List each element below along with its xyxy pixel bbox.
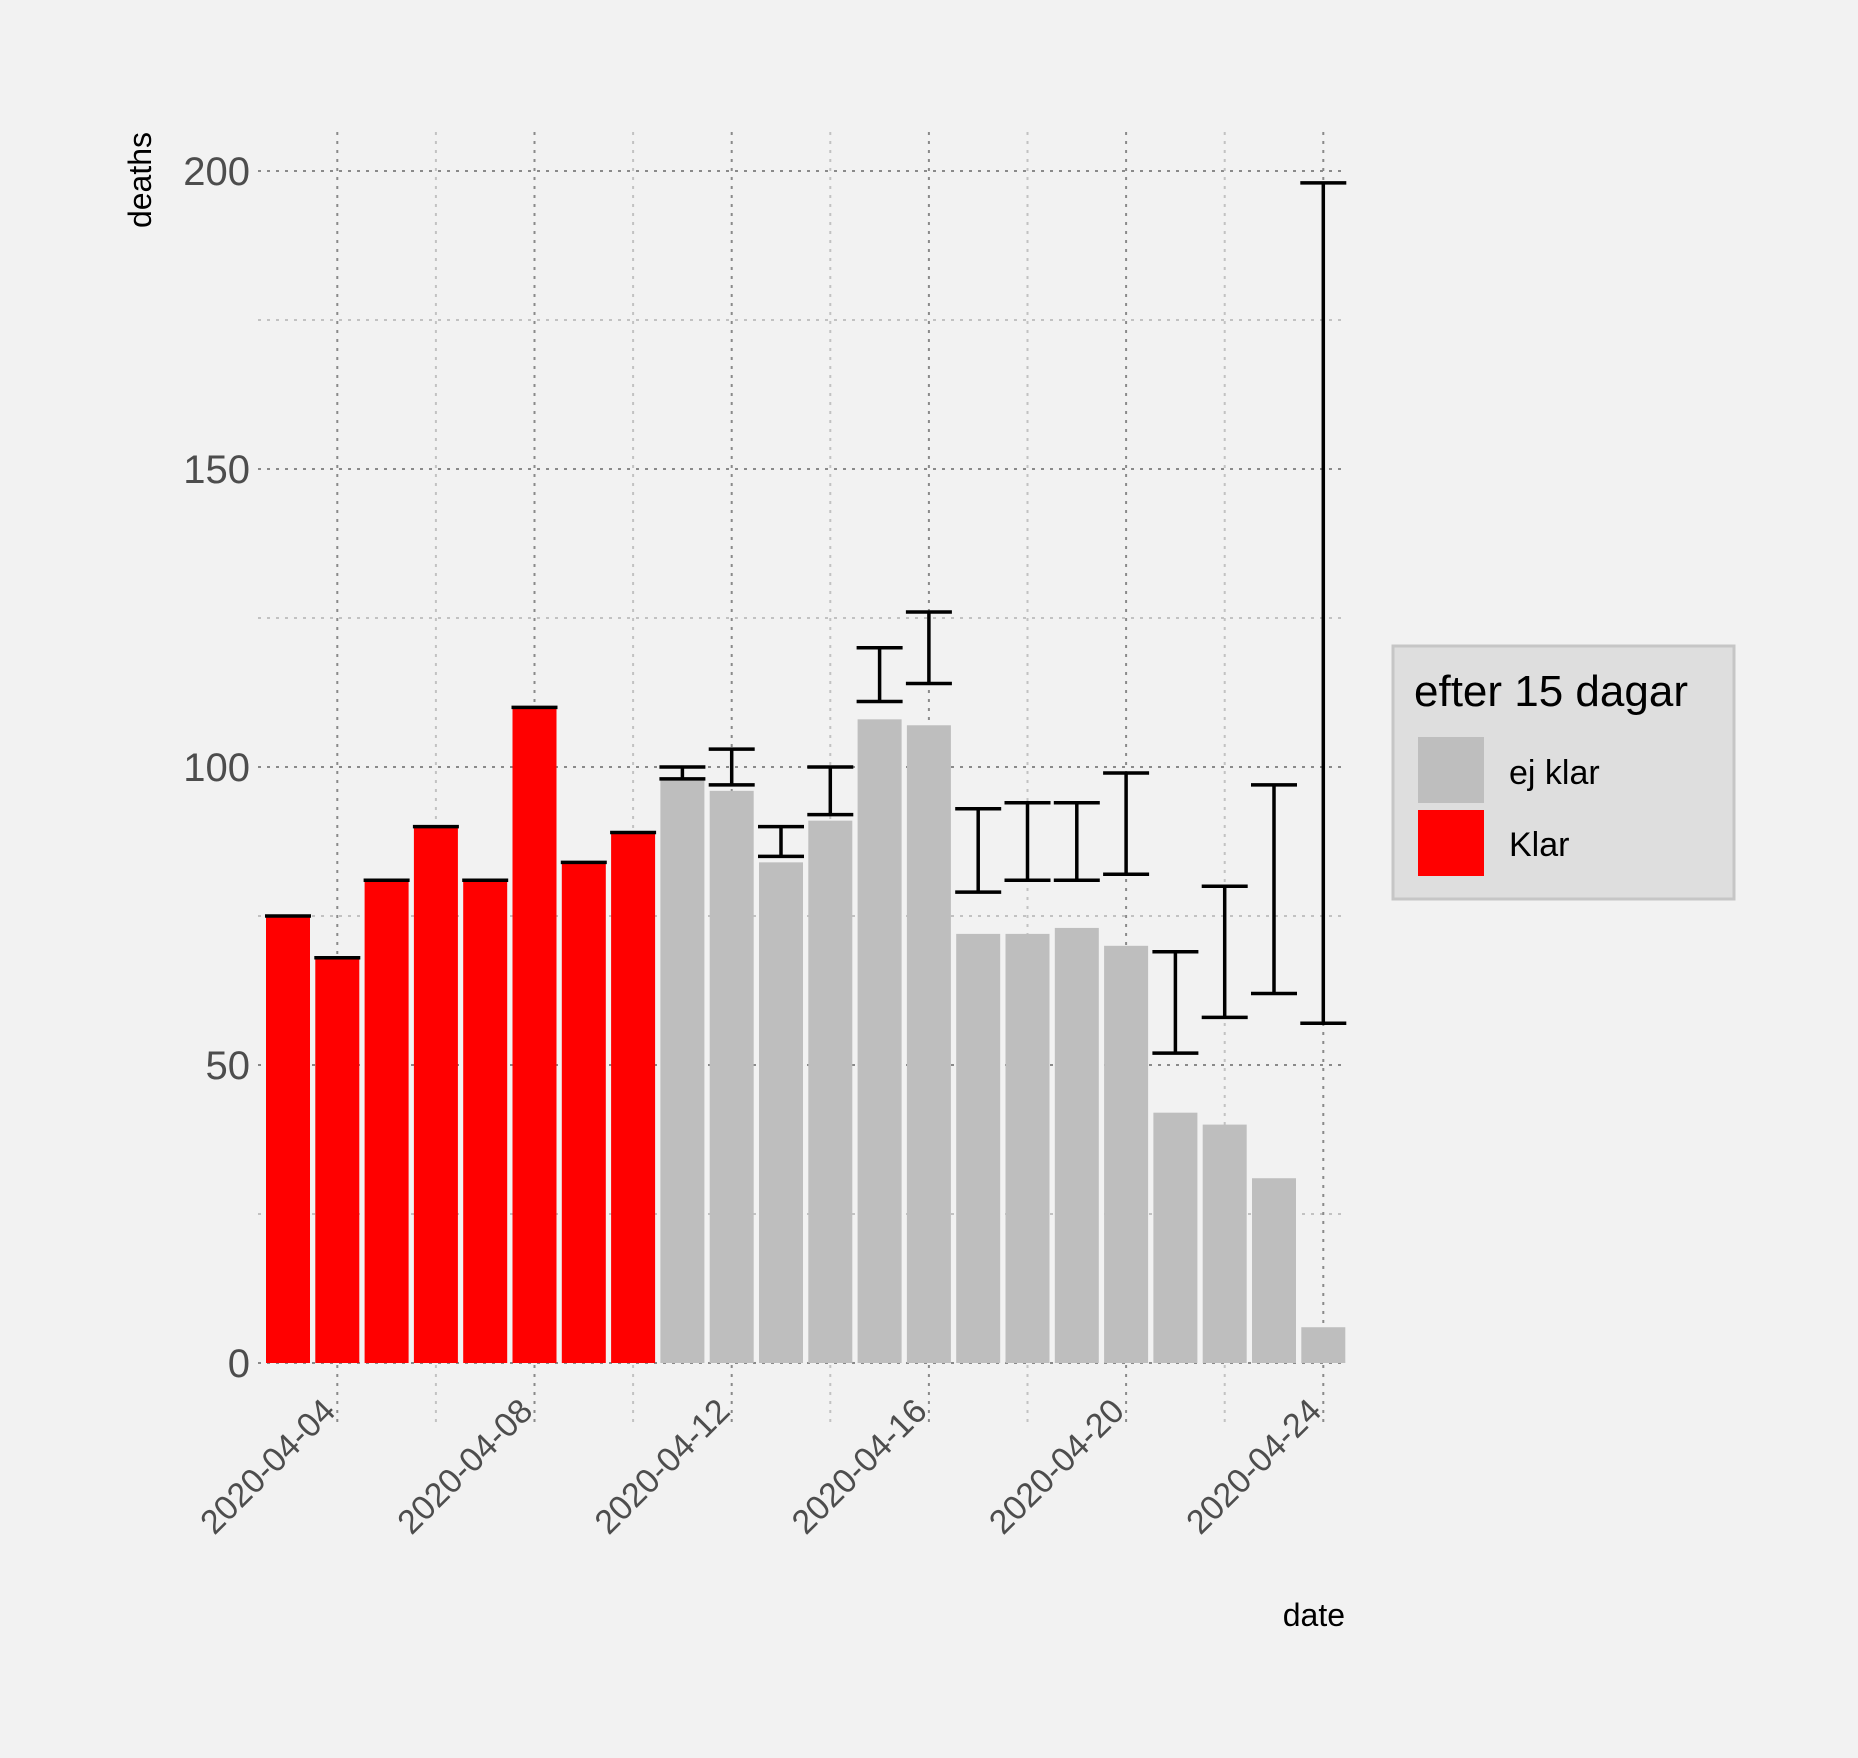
bar-2020-04-16 [906, 725, 951, 1363]
bar-2020-04-24 [1301, 1327, 1346, 1363]
y-tick-label: 50 [206, 1044, 251, 1088]
legend: efter 15 dagar ej klar Klar [1391, 644, 1736, 901]
error-bars [265, 181, 1347, 1055]
bar-2020-04-12 [709, 790, 754, 1363]
legend-swatch-ej-klar [1418, 737, 1484, 803]
bar-2020-04-13 [759, 862, 803, 1363]
y-axis-title: deaths [122, 132, 158, 228]
bar-2020-04-10 [611, 832, 656, 1363]
bar-2020-04-07 [463, 880, 508, 1363]
bar-2020-04-15 [857, 719, 902, 1363]
y-tick-label: 150 [183, 448, 250, 492]
x-tick-label: 2020-04-08 [390, 1392, 540, 1542]
error-bar-2020-04-14 [807, 765, 854, 817]
x-tick-label: 2020-04-24 [1179, 1392, 1329, 1542]
bar-2020-04-06 [413, 826, 458, 1363]
x-tick-label: 2020-04-16 [785, 1392, 935, 1542]
bars [266, 707, 1346, 1363]
y-tick-label: 100 [183, 746, 250, 790]
y-axis-ticks: 0 50 100 150 200 [183, 150, 250, 1386]
error-bar-2020-04-15 [856, 646, 903, 704]
error-bar-2020-04-18 [1004, 801, 1051, 882]
bar-2020-04-19 [1054, 927, 1099, 1363]
error-bar-2020-04-17 [955, 806, 1002, 894]
bar-2020-04-21 [1153, 1112, 1198, 1363]
error-bar-2020-04-24 [1300, 181, 1347, 1026]
bar-2020-04-05 [364, 880, 409, 1363]
y-tick-label: 200 [183, 150, 250, 194]
error-bar-2020-04-20 [1103, 771, 1150, 877]
x-axis-ticks: 2020-04-04 2020-04-08 2020-04-12 2020-04-16… [193, 1392, 1329, 1542]
bar-2020-04-23 [1252, 1178, 1296, 1363]
error-bar-2020-04-12 [708, 747, 755, 787]
bar-2020-04-14 [808, 820, 853, 1363]
bar-2020-04-03 [266, 916, 310, 1363]
error-bar-2020-04-16 [905, 610, 952, 686]
y-tick-label: 0 [228, 1342, 250, 1386]
bar-2020-04-04 [315, 957, 360, 1363]
bar-2020-04-09 [561, 862, 606, 1363]
legend-title: efter 15 dagar [1414, 667, 1688, 716]
bar-2020-04-22 [1202, 1124, 1247, 1363]
bar-2020-04-18 [1005, 933, 1050, 1363]
x-tick-label: 2020-04-12 [588, 1392, 738, 1542]
x-tick-label: 2020-04-04 [193, 1392, 343, 1542]
error-bar-2020-04-22 [1201, 884, 1248, 1020]
bar-2020-04-08 [512, 707, 557, 1363]
bar-2020-04-11 [660, 778, 705, 1363]
legend-label-klar: Klar [1509, 826, 1569, 864]
legend-swatch-klar [1418, 810, 1484, 876]
error-bar-2020-04-19 [1053, 801, 1100, 882]
bar-2020-04-20 [1104, 945, 1149, 1363]
error-bar-2020-04-21 [1152, 950, 1199, 1055]
bar-2020-04-17 [956, 933, 1001, 1363]
legend-label-ej-klar: ej klar [1509, 754, 1600, 792]
x-axis-title: date [1283, 1597, 1345, 1633]
error-bar-2020-04-23 [1251, 783, 1297, 996]
error-bar-2020-04-13 [758, 824, 804, 859]
error-bar-2020-04-11 [659, 765, 706, 781]
x-tick-label: 2020-04-20 [982, 1392, 1132, 1542]
